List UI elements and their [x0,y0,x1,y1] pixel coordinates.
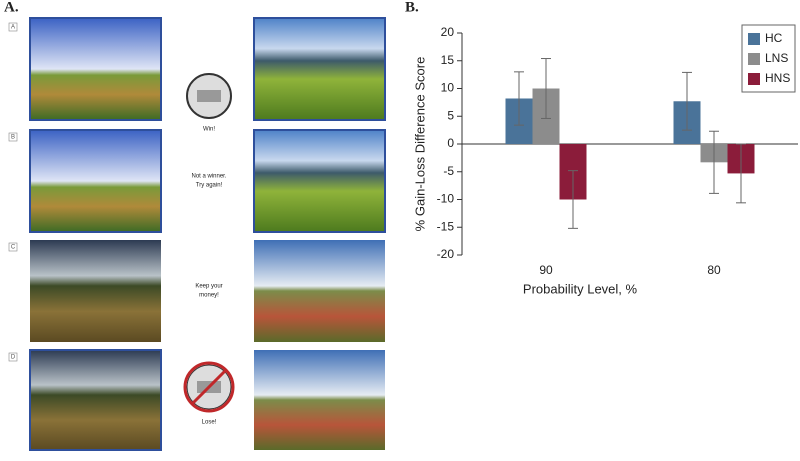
row-label-box [8,132,18,142]
row-label: D [11,355,16,361]
x-tick-label: 80 [707,263,721,277]
row-label: B [11,135,15,141]
y-tick-label: 5 [447,108,454,122]
legend-label: HC [765,31,783,45]
caption: Keep your [195,284,222,290]
panel-b-chart: -20 -15 -10 -5 0 5 10 15 20 % Gain-Loss Differenc… [412,24,798,296]
image [254,240,385,342]
row-label-box [8,242,18,252]
row-label: A [11,25,15,31]
image [29,129,162,233]
caption: Win! [203,127,215,133]
y-tick-label: 20 [441,25,455,39]
y-tick-label: 10 [441,81,455,95]
prohibit-circle [183,361,235,413]
coin-building [197,90,221,102]
caption: money! [199,293,219,299]
image [30,240,161,342]
image [29,349,162,451]
error-bar [568,170,578,229]
y-axis-label: % Gain-Loss Difference Score [412,57,427,232]
image [253,129,386,233]
error-bar [736,143,746,204]
y-tick-label: 0 [447,136,454,150]
caption: Not a winner. [191,174,226,180]
y-tick-label: -20 [437,247,455,261]
image [253,17,386,121]
legend-swatch [748,73,760,85]
caption: Try again! [196,183,223,189]
row-label-box [8,22,18,32]
error-bar [682,71,692,131]
y-tick-label: -15 [437,219,455,233]
row-label-box [8,352,18,362]
prohibit-slash [190,368,228,406]
error-bar [541,58,551,119]
legend-swatch [748,53,760,65]
image [254,350,385,450]
panel-label: B. [405,0,419,15]
image [29,17,162,121]
y-tick-label: -10 [437,192,455,206]
x-tick-label: 90 [539,263,553,277]
error-bar [709,130,719,194]
panel-label: A. [4,0,19,15]
x-axis-label: Probability Level, % [523,281,638,296]
error-bar [514,71,524,126]
legend-swatch [748,33,760,45]
caption: Lose! [202,420,217,426]
panel-a: A Win! B Not a winner. Try again! C Keep… [8,17,386,451]
row-label: C [11,245,16,251]
legend-label: LNS [765,51,788,65]
legend-label: HNS [765,71,790,85]
y-tick-label: -5 [443,164,454,178]
y-tick-label: 15 [441,53,455,67]
